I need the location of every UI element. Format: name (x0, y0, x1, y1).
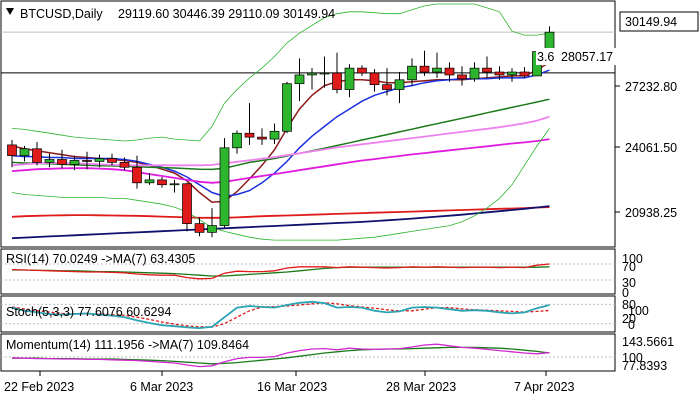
current-price-tag (619, 11, 699, 32)
rsi-tick-70: 70 (622, 260, 636, 274)
stoch-label: Stoch(5,3,3) 77.6076 60.6294 (6, 305, 171, 319)
time-tick-4: 28 Mar 2023 (386, 380, 456, 394)
level-label: 28057.17 (561, 50, 613, 64)
candle-bear (7, 144, 17, 156)
candle-bull (294, 74, 305, 85)
price-tick-3: 20938.25 (625, 206, 677, 220)
candle-bear (244, 132, 255, 138)
candle-bear (494, 71, 505, 76)
rsi-line (11, 263, 550, 280)
stoch-axis: 80 100 20 0 (622, 298, 649, 332)
stoch-tick-0: 0 (628, 318, 635, 332)
momentum-plot (1, 343, 615, 368)
candle-bear (482, 67, 492, 73)
stoch-main-line (11, 300, 550, 330)
triangle-down-icon[interactable] (6, 8, 14, 15)
current-price-label: 30149.94 (625, 15, 677, 29)
momentum-axis: 143.5661 100 77.8393 (622, 335, 674, 373)
mom-tick-100: 100 (622, 351, 643, 365)
candle-bull (232, 132, 242, 149)
candle-bear (107, 158, 117, 163)
candle-bull (19, 148, 30, 156)
candle-bull (169, 183, 180, 186)
ma-red-line (11, 206, 550, 219)
stoch-tick-80: 80 (622, 298, 636, 312)
rsi-label: RSI(14) 70.0249 ->MA(7) 63.4305 (6, 252, 195, 266)
candle-bear (194, 223, 205, 233)
candle-bull (219, 147, 230, 226)
ma-navy-line (11, 205, 550, 240)
rsi-tick-0: 0 (622, 286, 629, 300)
rsi-plot (1, 263, 615, 281)
candle-bull (44, 159, 55, 163)
candle-bull (319, 72, 330, 75)
momentum-panel-frame (0, 333, 616, 372)
mom-tick-low: 77.8393 (622, 359, 667, 373)
candle-bull (69, 160, 80, 165)
stoch-plot (1, 300, 615, 330)
candle-bull (394, 79, 405, 90)
symbol-timeframe: BTCUSD,Daily (20, 7, 103, 21)
candle-bear (332, 72, 342, 90)
candle-bear (419, 65, 430, 73)
rsi-panel-frame (0, 248, 616, 295)
level-label-box (536, 48, 616, 65)
candle-bear (57, 159, 67, 165)
level-partial-label: 3.6 (537, 50, 554, 64)
ma-magenta-line (11, 138, 550, 184)
candle-bull (507, 71, 517, 76)
rsi-tick-30: 30 (622, 276, 636, 290)
candle-bear (157, 179, 167, 186)
candle-bull (432, 67, 442, 73)
candle-bull (469, 67, 480, 80)
candle-bull (282, 83, 292, 132)
rsi-axis: 100 70 30 0 (622, 252, 643, 300)
ma-pink-line (11, 115, 550, 167)
time-tick-3: 16 Mar 2023 (257, 380, 327, 394)
time-tick-1: 22 Feb 2023 (4, 380, 74, 394)
candle-bear (457, 74, 467, 80)
candle-bear (382, 84, 392, 90)
candle-bull (94, 158, 105, 162)
mom-tick-high: 143.5661 (622, 335, 674, 349)
rsi-tick-100: 100 (622, 252, 643, 266)
time-tick-5: 7 Apr 2023 (514, 380, 575, 394)
candle-bull (144, 179, 155, 184)
candle-bear (119, 162, 130, 168)
candle-bull (307, 72, 317, 76)
ohlc-values: 29119.60 30446.39 29110.09 30149.94 (118, 7, 335, 21)
chart-header: BTCUSD,Daily 29119.60 30446.39 29110.09 … (6, 7, 335, 21)
candle-bear (357, 67, 367, 74)
candle-bear (32, 148, 42, 163)
price-plot (1, 3, 615, 241)
ma-slow-line (11, 98, 550, 171)
time-axis: 22 Feb 2023 6 Mar 2023 16 Mar 2023 28 Ma… (4, 371, 575, 394)
candle-bear (369, 72, 380, 86)
candle-bear (444, 67, 455, 76)
candle-bear (182, 183, 192, 224)
candle-bear (132, 166, 142, 184)
candle-bear (257, 136, 267, 140)
momentum-line (11, 343, 550, 368)
price-tick-2: 24061.50 (625, 141, 677, 155)
candle-bear (82, 160, 92, 162)
candle-bull (269, 130, 280, 140)
candle-bull (207, 225, 217, 233)
momentum-label: Momentum(14) 111.1956 ->MA(7) 109.8464 (6, 338, 249, 352)
bollinger-upper-line (11, 3, 550, 142)
candle-bear (519, 71, 530, 77)
stoch-panel-frame (0, 295, 616, 333)
stoch-tick-20: 20 (622, 312, 636, 326)
candle-bull (344, 67, 355, 90)
stoch-tick-100: 100 (628, 304, 649, 318)
bollinger-lower-line (11, 128, 550, 241)
price-axis: 27232.80 24061.50 20938.25 30149.94 3.6 … (536, 11, 699, 220)
candle-bull (407, 65, 417, 81)
time-tick-2: 6 Mar 2023 (130, 380, 193, 394)
price-tick-1: 27232.80 (625, 80, 677, 94)
main-panel-frame (0, 0, 616, 248)
